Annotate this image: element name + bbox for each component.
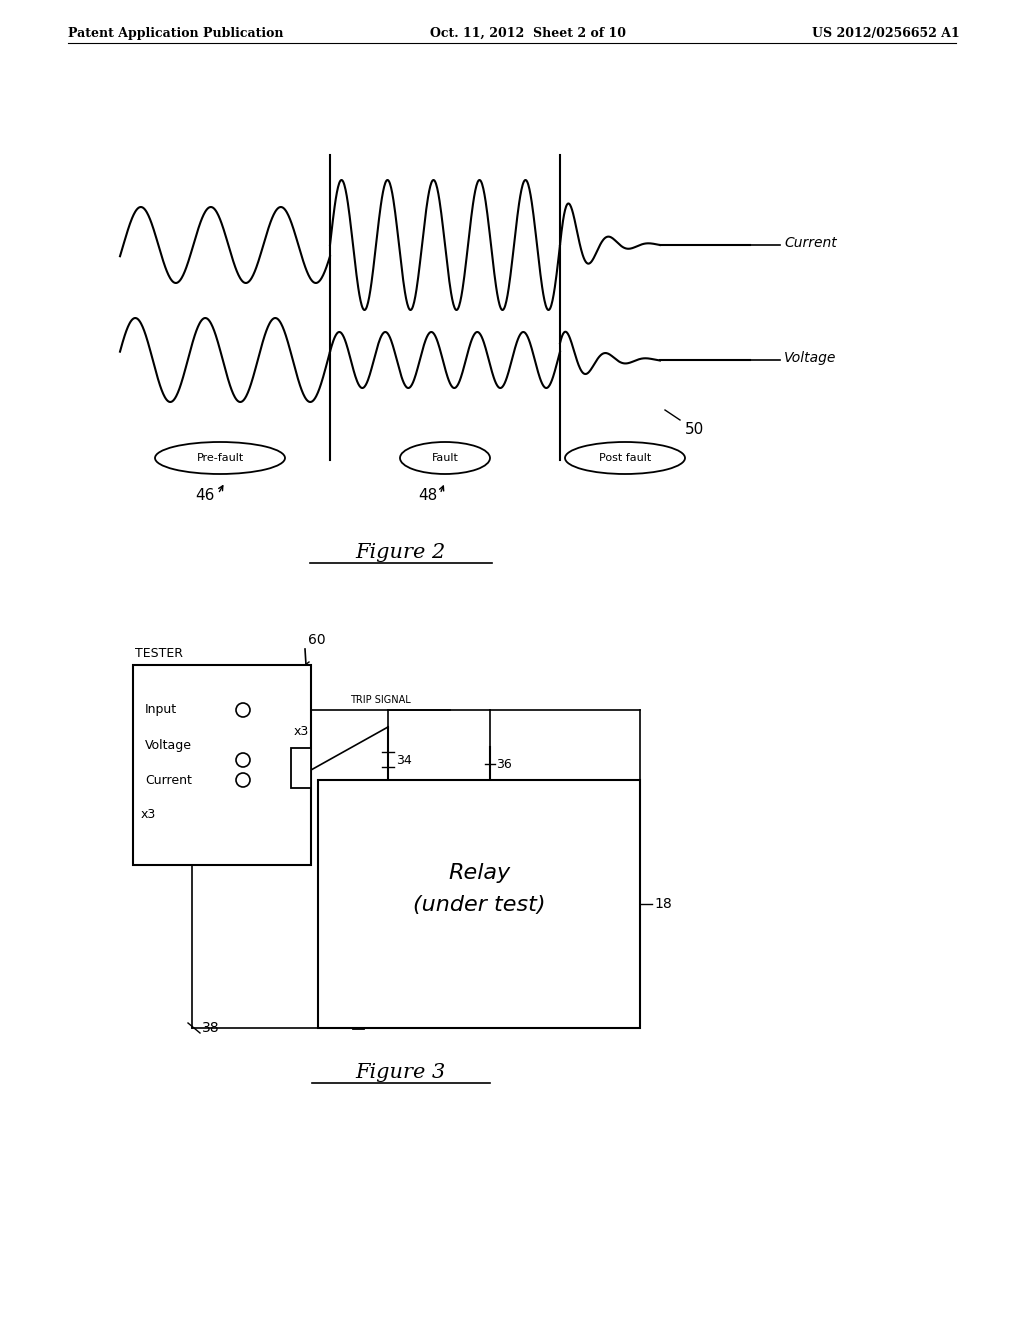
- Text: x3: x3: [293, 725, 308, 738]
- Text: 50: 50: [685, 422, 705, 437]
- Text: Input: Input: [145, 704, 177, 717]
- Ellipse shape: [565, 442, 685, 474]
- Text: Pre-fault: Pre-fault: [197, 453, 244, 463]
- Text: US 2012/0256652 A1: US 2012/0256652 A1: [812, 26, 961, 40]
- Text: TRIP SIGNAL: TRIP SIGNAL: [350, 696, 411, 705]
- Text: Current: Current: [145, 774, 191, 787]
- Text: Figure 3: Figure 3: [355, 1063, 445, 1081]
- Text: Voltage: Voltage: [145, 739, 193, 752]
- Text: Voltage: Voltage: [784, 351, 837, 366]
- FancyBboxPatch shape: [318, 780, 640, 1028]
- Ellipse shape: [155, 442, 285, 474]
- Text: 60: 60: [308, 634, 326, 647]
- FancyBboxPatch shape: [133, 665, 311, 865]
- Text: Oct. 11, 2012  Sheet 2 of 10: Oct. 11, 2012 Sheet 2 of 10: [430, 26, 626, 40]
- Text: Figure 2: Figure 2: [355, 543, 445, 561]
- Ellipse shape: [400, 442, 490, 474]
- Text: Relay
(under test): Relay (under test): [413, 862, 545, 915]
- Text: 38: 38: [202, 1020, 219, 1035]
- Text: x3: x3: [141, 808, 157, 821]
- Text: TESTER: TESTER: [135, 647, 183, 660]
- Text: Fault: Fault: [431, 453, 459, 463]
- Text: 46: 46: [196, 487, 215, 503]
- Text: Post fault: Post fault: [599, 453, 651, 463]
- Text: 48: 48: [419, 487, 437, 503]
- Text: Patent Application Publication: Patent Application Publication: [68, 26, 284, 40]
- Text: 36: 36: [496, 758, 512, 771]
- Text: 18: 18: [654, 898, 672, 911]
- Text: 34: 34: [396, 754, 412, 767]
- FancyBboxPatch shape: [291, 748, 311, 788]
- Text: Current: Current: [784, 236, 837, 249]
